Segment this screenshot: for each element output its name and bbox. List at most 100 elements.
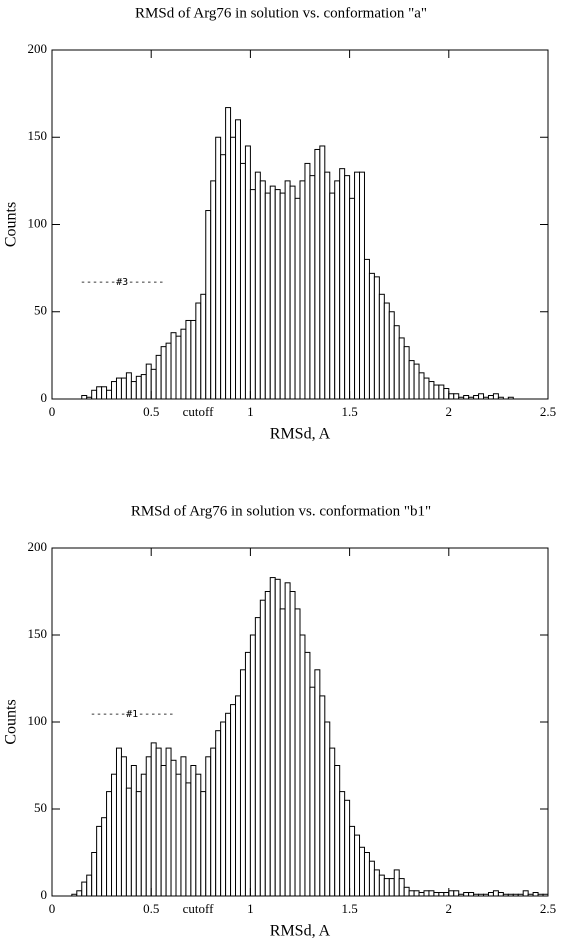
bar (438, 892, 445, 897)
bar (463, 395, 470, 400)
bar (398, 878, 405, 897)
bar (111, 773, 117, 897)
bar (140, 374, 147, 400)
bar (403, 886, 410, 897)
bar (423, 890, 430, 897)
bar (170, 759, 177, 897)
bar (532, 892, 539, 897)
bar (344, 799, 351, 897)
bar (304, 162, 311, 400)
bar (294, 197, 301, 400)
y-tick-label: 100 (28, 215, 48, 230)
bar (215, 730, 222, 897)
bar (220, 154, 227, 400)
bar (408, 360, 415, 400)
y-tick-label: 0 (41, 887, 48, 902)
bar (309, 175, 316, 400)
bar (433, 384, 440, 400)
bar (239, 669, 246, 897)
bar (120, 756, 127, 897)
bar (155, 354, 162, 400)
y-tick-label: 200 (28, 539, 48, 554)
bar (363, 258, 370, 400)
bar (254, 171, 261, 400)
bar (487, 892, 494, 897)
bar (473, 395, 480, 400)
bar (130, 381, 137, 400)
bar (378, 293, 385, 400)
bar (373, 276, 380, 400)
bar (155, 747, 162, 897)
x-tick-label: 0 (49, 901, 56, 916)
bar (428, 890, 435, 897)
x-tick-label: 0.5 (143, 901, 159, 916)
bar (235, 695, 241, 897)
bar (418, 372, 425, 400)
bar (329, 192, 336, 400)
bar (344, 175, 351, 400)
bar (165, 747, 172, 897)
y-tick-label: 150 (28, 626, 48, 641)
bar (106, 389, 113, 400)
bar (259, 599, 266, 897)
bar (140, 773, 147, 897)
bar (145, 756, 152, 897)
bar (205, 210, 212, 400)
x-tick-label: 2.5 (540, 901, 556, 916)
bar (349, 197, 356, 400)
bar (497, 892, 504, 897)
y-axis-label: Counts (3, 699, 20, 744)
bar (418, 892, 425, 897)
bar (130, 765, 137, 897)
bar (190, 765, 197, 897)
bar (368, 860, 375, 897)
x-tick-label: 0.5 (143, 404, 159, 419)
bar (448, 890, 455, 897)
bar (274, 189, 281, 400)
bar (274, 578, 281, 897)
bar (160, 346, 167, 400)
bar (339, 791, 346, 897)
bar (244, 145, 251, 400)
bar (413, 890, 420, 897)
bar (279, 192, 286, 400)
bar (378, 874, 385, 897)
bar (448, 393, 455, 400)
bar (120, 377, 127, 400)
y-axis-label: Counts (3, 202, 20, 247)
x-tick-label: 1.5 (341, 901, 357, 916)
bar (101, 817, 108, 897)
bar (106, 791, 113, 897)
bar (359, 846, 365, 897)
y-tick-label: 200 (28, 41, 48, 56)
bar (383, 878, 390, 897)
bar (339, 168, 346, 400)
x-tick-label: 1 (247, 901, 254, 916)
bar (334, 180, 341, 400)
bar (354, 834, 361, 897)
bar (487, 395, 494, 400)
bar (269, 185, 276, 400)
bar (180, 328, 187, 400)
bar (86, 874, 93, 897)
bar (309, 686, 316, 897)
bar (334, 765, 341, 897)
x-tick-label: 2 (446, 404, 453, 419)
annotation: cutoff (183, 901, 214, 916)
bar (284, 180, 291, 400)
bar (249, 634, 256, 897)
y-tick-label: 100 (28, 713, 48, 728)
bar (319, 695, 326, 897)
x-tick-label: 2.5 (540, 404, 556, 419)
bar (230, 704, 237, 897)
annotation: ------#1------ (90, 709, 174, 720)
bar (180, 756, 187, 897)
bar (314, 148, 321, 400)
bar (453, 393, 460, 400)
bar (254, 617, 261, 897)
bar (413, 363, 420, 400)
bar (190, 319, 197, 400)
bar (185, 319, 192, 400)
bar (443, 892, 450, 897)
